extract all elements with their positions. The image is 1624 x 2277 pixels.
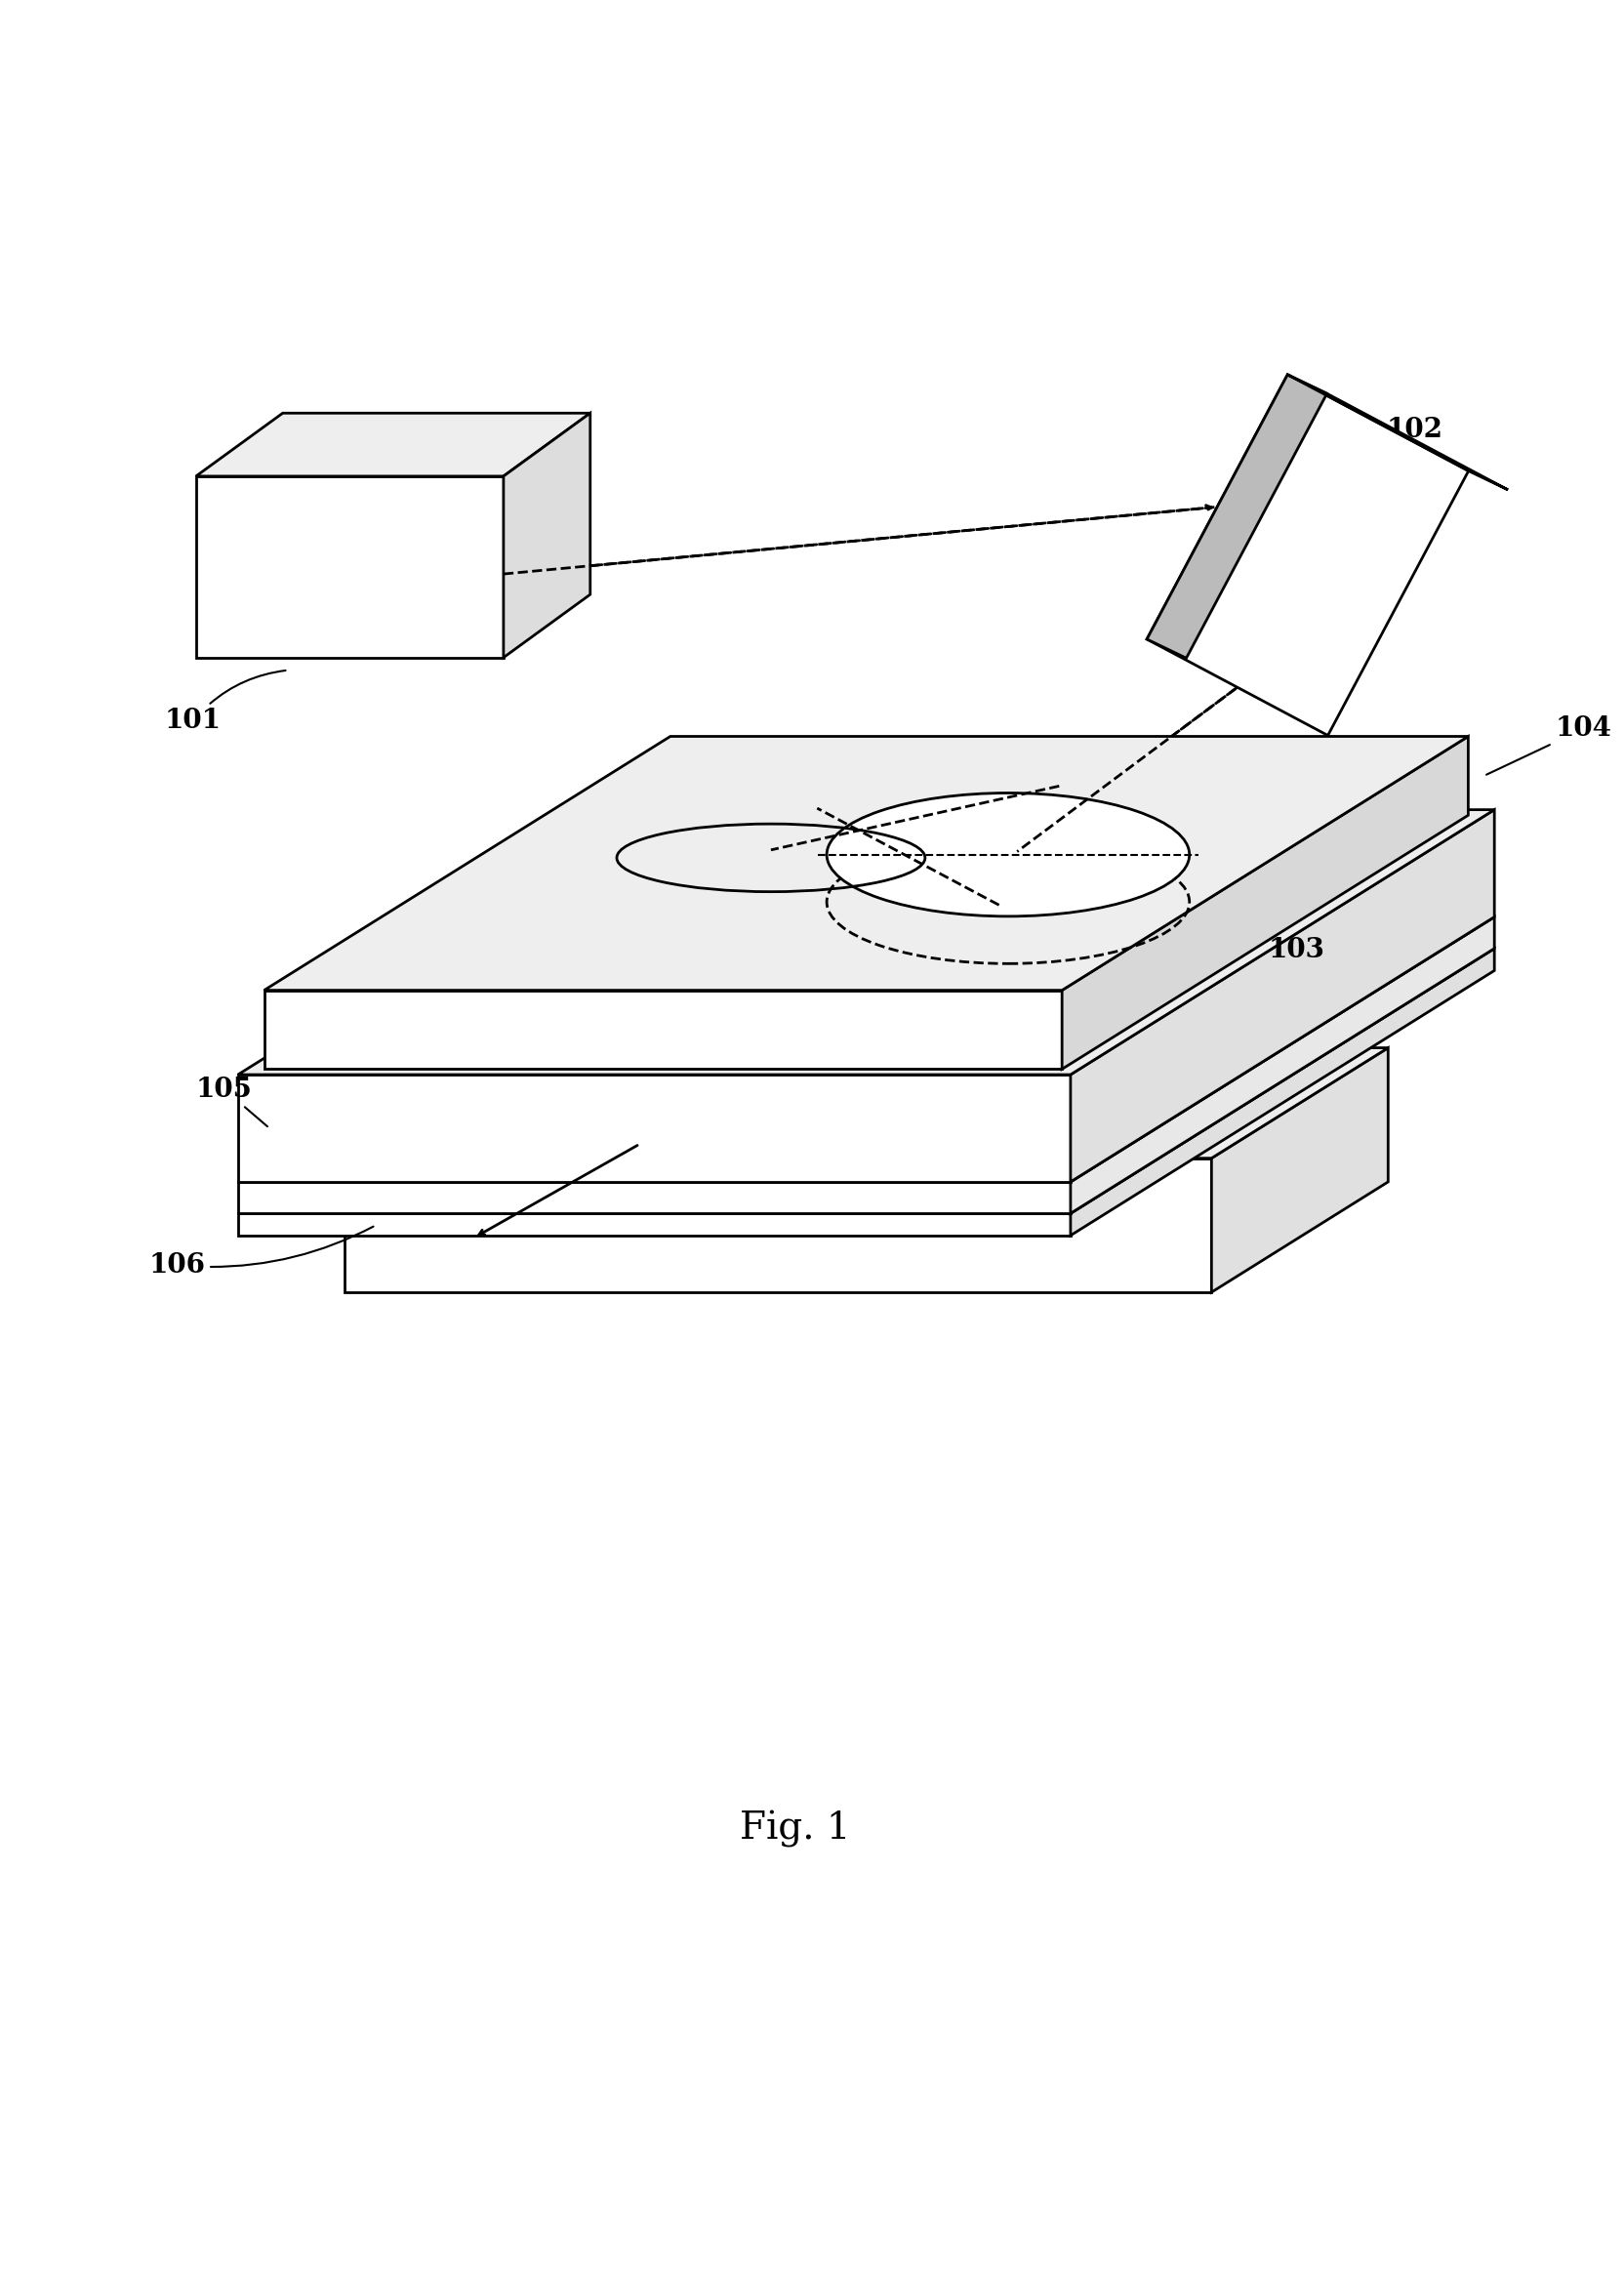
Polygon shape bbox=[503, 412, 590, 658]
Ellipse shape bbox=[827, 792, 1189, 915]
Polygon shape bbox=[239, 811, 1494, 1075]
Text: 102: 102 bbox=[1387, 417, 1444, 560]
Polygon shape bbox=[239, 950, 1494, 1214]
Polygon shape bbox=[239, 1214, 1070, 1236]
Text: 106: 106 bbox=[149, 1227, 374, 1277]
Polygon shape bbox=[827, 854, 1189, 963]
Polygon shape bbox=[1070, 811, 1494, 1182]
Polygon shape bbox=[239, 1075, 1070, 1182]
Text: 101: 101 bbox=[164, 669, 286, 735]
Text: Fig. 1: Fig. 1 bbox=[741, 1810, 851, 1847]
Polygon shape bbox=[344, 1047, 1389, 1159]
Polygon shape bbox=[1288, 376, 1509, 490]
Polygon shape bbox=[1062, 735, 1468, 1070]
Polygon shape bbox=[1212, 1047, 1389, 1293]
Polygon shape bbox=[1070, 918, 1494, 1214]
Polygon shape bbox=[1147, 376, 1327, 658]
Text: 105: 105 bbox=[197, 1077, 268, 1127]
Polygon shape bbox=[239, 1182, 1070, 1214]
Polygon shape bbox=[1070, 950, 1494, 1236]
Polygon shape bbox=[265, 990, 1062, 1070]
Text: 104: 104 bbox=[1486, 715, 1611, 774]
Polygon shape bbox=[265, 735, 1468, 990]
Polygon shape bbox=[239, 918, 1494, 1182]
Polygon shape bbox=[344, 1159, 1212, 1293]
Polygon shape bbox=[1147, 376, 1468, 735]
Polygon shape bbox=[197, 412, 590, 476]
Polygon shape bbox=[197, 476, 503, 658]
Text: 103: 103 bbox=[1147, 886, 1325, 963]
